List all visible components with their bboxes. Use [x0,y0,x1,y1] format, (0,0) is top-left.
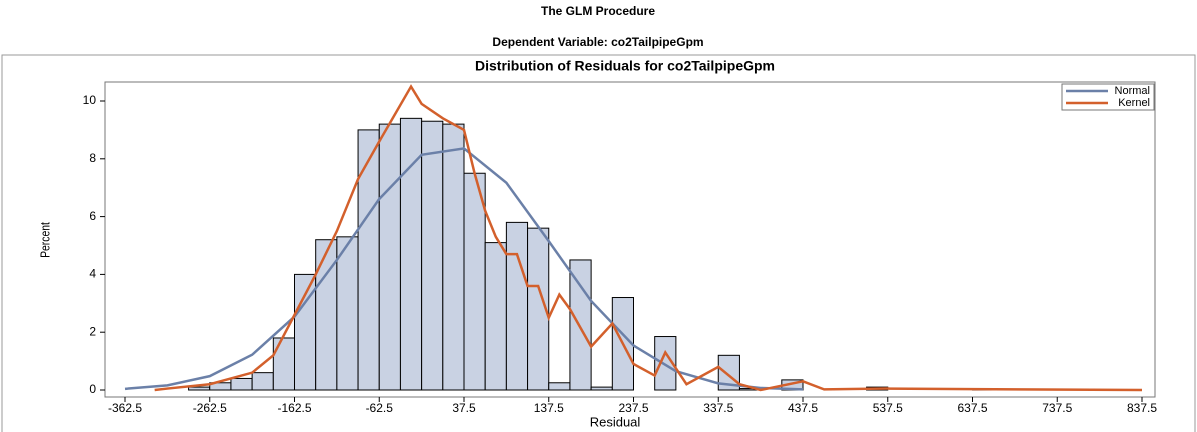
bar [251,372,274,391]
bar [378,123,401,391]
y-tick-label: 8 [89,151,96,165]
bar [421,120,444,391]
page-title: The GLM Procedure [541,4,655,18]
x-tick-label: 637.5 [957,401,987,415]
x-tick-label: 737.5 [1042,401,1072,415]
x-tick-label: -62.5 [366,401,394,415]
bar [569,259,592,391]
bar [357,129,380,391]
x-tick-label: 437.5 [788,401,818,415]
y-tick-label: 10 [83,93,97,107]
bar [590,386,613,391]
page-subtitle: Dependent Variable: co2TailpipeGpm [492,35,703,49]
bar [484,242,507,391]
y-tick-label: 6 [89,209,96,223]
y-axis-label: Percent [38,221,52,257]
bar [654,336,677,391]
y-tick-label: 0 [89,382,96,396]
x-tick-label: 337.5 [703,401,733,415]
bar [463,172,486,391]
x-tick-label: 837.5 [1127,401,1157,415]
x-tick-label: 137.5 [534,401,564,415]
plot-area [104,81,1156,398]
x-tick-label: 37.5 [452,401,476,415]
x-tick-label: -362.5 [108,401,142,415]
curve [154,84,1143,392]
chart-title: Distribution of Residuals for co2Tailpip… [475,58,775,74]
bar [505,221,529,391]
y-tick-label: 2 [89,324,96,338]
bar [548,382,571,391]
bar [336,236,359,391]
bar [272,337,295,391]
curve [124,147,804,391]
x-axis-label: Residual [590,414,641,429]
y-tick-label: 4 [89,267,96,281]
legend-label: Normal [1115,85,1150,97]
legend-label: Kernel [1118,97,1150,109]
bar [230,377,253,391]
x-tick-label: 237.5 [618,401,648,415]
x-tick-label: -162.5 [277,401,311,415]
chart-frame [1,54,1196,432]
x-tick-label: 537.5 [873,401,903,415]
legend-box [1061,83,1155,111]
bar [188,386,211,391]
x-tick-label: -262.5 [193,401,227,415]
bar [442,123,465,391]
